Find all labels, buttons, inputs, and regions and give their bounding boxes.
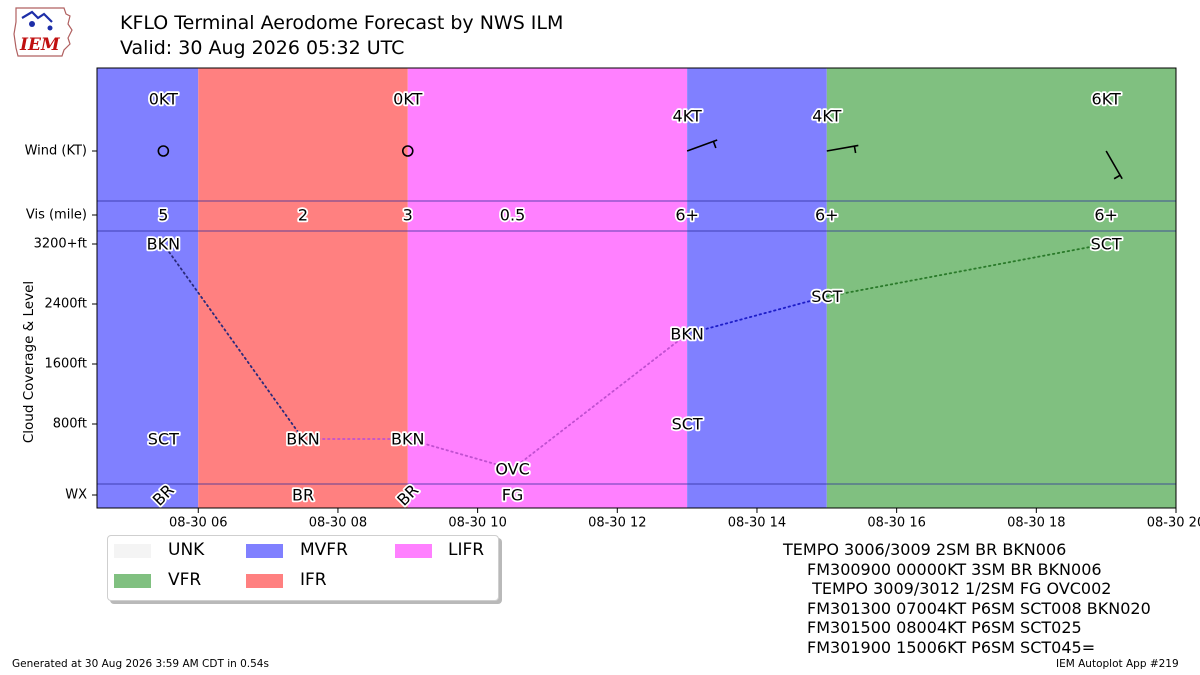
calm-wind-circle xyxy=(401,145,414,157)
category-band-ifr xyxy=(198,68,408,508)
cloud-coverage-label: BKN xyxy=(286,430,319,449)
visibility-label: 6+ xyxy=(815,206,839,225)
taf-line: TEMPO 3006/3009 2SM BR BKN006 xyxy=(783,540,1067,559)
category-band-vfr xyxy=(826,68,1176,508)
visibility-label: 6+ xyxy=(1094,206,1118,225)
plot-frame xyxy=(96,67,1177,509)
visibility-label: 6+ xyxy=(675,206,699,225)
wind-barb-shaft xyxy=(686,139,718,152)
cloud-series-line xyxy=(686,295,828,335)
visibility-label: 3 xyxy=(403,206,413,225)
logo-text: IEM xyxy=(19,35,61,55)
wind-barb-shaft xyxy=(1105,150,1123,180)
x-tick-label: 08-30 10 xyxy=(448,516,506,531)
wx-row-label: WX xyxy=(65,488,87,503)
wind-speed-label: 0KT xyxy=(393,90,422,109)
category-band-mvfr xyxy=(687,68,827,508)
wind-barb-flag xyxy=(712,141,717,149)
taf-text-block: TEMPO 3006/3009 2SM BR BKN006 FM300900 00… xyxy=(783,540,1151,658)
cloud-tick-label: 800ft xyxy=(53,417,87,432)
wind-speed-label: 4KT xyxy=(812,107,841,126)
cloud-coverage-label: SCT xyxy=(672,415,703,434)
weather-label: BR xyxy=(292,486,314,505)
visibility-label: 2 xyxy=(298,206,308,225)
flight-category-legend: UNK VFR MVFR IFR LIFR xyxy=(107,535,499,601)
legend-swatch-ifr xyxy=(246,574,283,588)
visibility-label: 0.5 xyxy=(500,206,525,225)
valid-time: Valid: 30 Aug 2026 05:32 UTC xyxy=(120,37,405,59)
visibility-label: 5 xyxy=(158,206,168,225)
wind-barb-shaft xyxy=(826,144,859,152)
weather-label: FG xyxy=(502,486,524,505)
cloud-coverage-label: SCT xyxy=(1091,235,1122,254)
app-footer: IEM Autoplot App #219 xyxy=(1056,658,1179,670)
x-tick-label: 08-30 08 xyxy=(309,516,367,531)
legend-label-unk: UNK xyxy=(168,540,205,560)
vis-row-label: Vis (mile) xyxy=(26,208,87,223)
wind-speed-label: 4KT xyxy=(673,107,702,126)
x-tick-label: 08-30 14 xyxy=(728,516,786,531)
cloud-series-line xyxy=(302,333,689,470)
cloud-coverage-label: BKN xyxy=(147,235,180,254)
wind-speed-label: 6KT xyxy=(1092,90,1121,109)
chart-title: KFLO Terminal Aerodome Forecast by NWS I… xyxy=(120,12,564,34)
cloud-tick-label: 3200+ft xyxy=(34,237,87,252)
taf-line: FM301900 15006KT P6SM SCT045= xyxy=(807,637,1096,657)
legend-label-lifr: LIFR xyxy=(448,540,485,560)
cloud-series-line xyxy=(162,243,304,440)
x-tick-label: 08-30 06 xyxy=(169,516,227,531)
cloud-axis-title: Cloud Coverage & Level xyxy=(21,281,37,443)
cloud-coverage-label: BKN xyxy=(670,325,703,344)
x-tick-label: 08-30 18 xyxy=(1007,516,1065,531)
legend-label-mvfr: MVFR xyxy=(300,540,348,560)
cloud-coverage-label: SCT xyxy=(811,287,842,306)
taf-line: FM301300 07004KT P6SM SCT008 BKN020 xyxy=(807,598,1151,618)
taf-line: FM301500 08004KT P6SM SCT025 xyxy=(807,618,1082,638)
calm-wind-circle xyxy=(157,145,170,157)
category-band-lifr xyxy=(407,68,688,508)
x-tick-label: 08-30 16 xyxy=(867,516,925,531)
legend-swatch-vfr xyxy=(114,574,151,588)
cloud-coverage-label: SCT xyxy=(148,430,179,449)
legend-swatch-unk xyxy=(114,544,151,558)
legend-label-ifr: IFR xyxy=(300,570,327,590)
taf-line: TEMPO 3009/3012 1/2SM FG OVC002 xyxy=(807,579,1112,599)
x-tick-label: 08-30 12 xyxy=(588,516,646,531)
generated-footer: Generated at 30 Aug 2026 3:59 AM CDT in … xyxy=(12,658,269,670)
legend-swatch-mvfr xyxy=(246,544,283,558)
cloud-tick-label: 2400ft xyxy=(44,297,87,312)
wind-barb-flag xyxy=(1113,174,1121,180)
legend-swatch-lifr xyxy=(395,544,432,558)
cloud-coverage-label: OVC xyxy=(495,460,529,479)
category-band-mvfr xyxy=(97,68,199,508)
legend-label-vfr: VFR xyxy=(168,570,202,590)
cloud-tick-label: 1600ft xyxy=(44,357,87,372)
cloud-series-line xyxy=(825,243,1108,298)
cloud-coverage-label: BKN xyxy=(391,430,424,449)
taf-line: FM300900 00000KT 3SM BR BKN006 xyxy=(807,559,1102,579)
iem-logo: IEM xyxy=(13,7,73,57)
wind-row-label: Wind (KT) xyxy=(25,144,87,159)
x-tick-label: 08-30 20 xyxy=(1147,516,1200,531)
wind-speed-label: 0KT xyxy=(149,90,178,109)
wind-barb-flag xyxy=(853,145,857,154)
